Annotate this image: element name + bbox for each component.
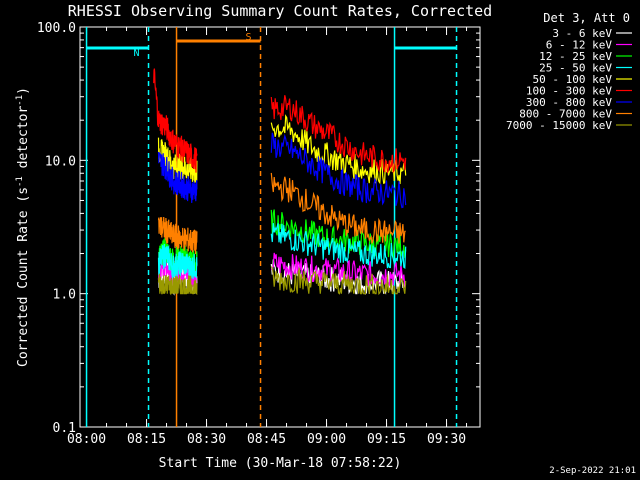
legend-label: 25 - 50 keV xyxy=(539,62,612,75)
series-line-8-seg1 xyxy=(157,273,198,296)
x-tick-label: 08:15 xyxy=(127,432,166,447)
series-line-6-seg1 xyxy=(157,151,198,203)
series-line-5-seg1 xyxy=(153,68,198,173)
legend-label: 3 - 6 keV xyxy=(552,27,612,40)
legend-label: 7000 - 15000 keV xyxy=(506,119,612,132)
x-tick-label: 08:00 xyxy=(67,432,106,447)
y-tick-label: 100.0 xyxy=(37,21,76,36)
saa-label: S xyxy=(246,32,252,43)
legend-label: 800 - 7000 keV xyxy=(519,108,612,121)
x-tick-label: 08:30 xyxy=(187,432,226,447)
legend-label: 100 - 300 keV xyxy=(526,85,612,98)
series-line-4-seg2 xyxy=(270,114,407,185)
series-line-5-seg2 xyxy=(270,95,407,174)
series-line-7-seg1 xyxy=(157,216,198,255)
legend-label: 12 - 25 keV xyxy=(539,50,612,63)
x-tick-label: 09:00 xyxy=(307,432,346,447)
x-tick-label: 09:15 xyxy=(367,432,406,447)
y-axis-label: Corrected Count Rate (s-1 detector-1) xyxy=(15,87,31,367)
legend-header: Det 3, Att 0 xyxy=(543,11,630,25)
footer-date: 2-Sep-2022 21:01 xyxy=(549,466,636,476)
x-tick-label: 09:30 xyxy=(427,432,466,447)
series-line-6-seg2 xyxy=(270,132,407,209)
series-line-7-seg2 xyxy=(270,172,406,244)
series-line-1-seg2 xyxy=(270,252,407,288)
x-tick-label: 08:45 xyxy=(247,432,286,447)
series-line-3-seg2 xyxy=(270,223,407,270)
legend-label: 6 - 12 keV xyxy=(546,39,613,52)
y-tick-label: 0.1 xyxy=(53,421,76,436)
y-tick-label: 10.0 xyxy=(45,154,76,169)
orbit-annotations: NS xyxy=(85,27,458,427)
y-tick-label: 1.0 xyxy=(53,288,76,303)
series-lines xyxy=(153,68,407,296)
series-line-8-seg2 xyxy=(270,266,407,295)
series-line-4-seg1 xyxy=(157,137,198,184)
series-line-3-seg1 xyxy=(157,243,198,280)
plot-frame xyxy=(79,26,481,428)
chart-title: RHESSI Observing Summary Count Rates, Co… xyxy=(68,2,492,20)
legend-label: 300 - 800 keV xyxy=(526,96,612,109)
x-ticks: 08:00 08:15 08:30 08:45 09:00 09:15 09:30 xyxy=(67,27,468,447)
night-label: N xyxy=(134,48,140,59)
x-axis-label: Start Time (30-Mar-18 07:58:22) xyxy=(159,456,402,471)
legend-label: 50 - 100 keV xyxy=(533,73,613,86)
